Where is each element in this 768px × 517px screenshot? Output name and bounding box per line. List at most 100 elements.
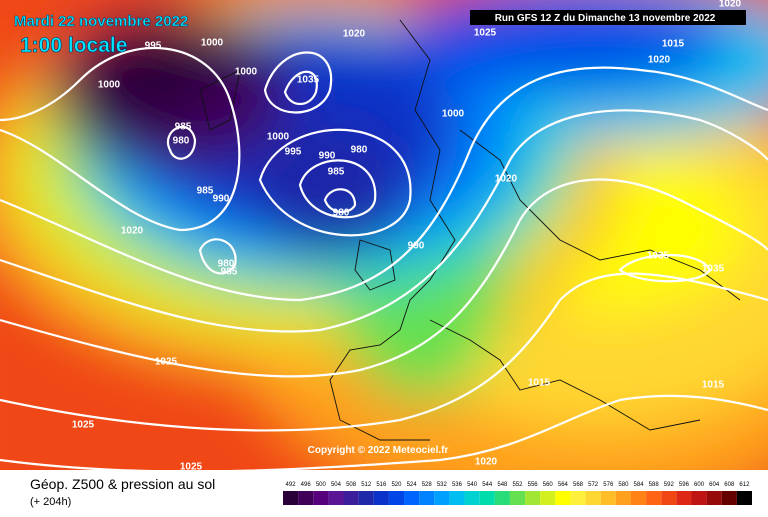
isobar-label: 1020 bbox=[648, 55, 671, 66]
footer-title: Géop. Z500 & pression au sol bbox=[30, 476, 215, 492]
legend-label: 500 bbox=[316, 482, 327, 488]
legend-swatch bbox=[343, 491, 359, 505]
local-time: 1:00 locale bbox=[20, 34, 127, 57]
legend-label: 544 bbox=[482, 482, 493, 488]
legend-swatch bbox=[509, 491, 526, 505]
copyright: Copyright © 2022 Meteociel.fr bbox=[308, 445, 449, 456]
legend-swatch bbox=[661, 491, 677, 505]
isobar-label: 1025 bbox=[474, 28, 497, 39]
coastlines bbox=[199, 19, 741, 441]
legend-label: 600 bbox=[694, 482, 705, 488]
legend-label: 584 bbox=[634, 482, 645, 488]
legend-label: 504 bbox=[331, 482, 342, 488]
isobar-label: 980 bbox=[351, 145, 368, 156]
isobar-label: 1000 bbox=[98, 80, 121, 91]
legend-swatch bbox=[358, 491, 374, 505]
isobar-label: 1000 bbox=[235, 67, 258, 78]
run-box bbox=[470, 10, 746, 25]
isobar-label: 1020 bbox=[343, 29, 366, 40]
legend-swatch bbox=[449, 491, 465, 505]
run-info: Run GFS 12 Z du Dimanche 13 novembre 202… bbox=[495, 13, 716, 24]
legend-label: 508 bbox=[346, 482, 357, 488]
legend-label: 580 bbox=[618, 482, 629, 488]
isobar-label: 1035 bbox=[647, 251, 670, 262]
isobar-label: 1020 bbox=[475, 457, 498, 468]
legend-label: 560 bbox=[543, 482, 554, 488]
legend-label: 512 bbox=[361, 482, 372, 488]
legend-swatch bbox=[646, 491, 662, 505]
isobar-label: 1000 bbox=[201, 38, 224, 49]
legend-label: 556 bbox=[528, 482, 539, 488]
legend-swatch bbox=[706, 491, 722, 505]
isobar-label: 985 bbox=[197, 186, 214, 197]
legend-swatch bbox=[298, 491, 314, 505]
isobar-label: 980 bbox=[173, 136, 190, 147]
legend-label: 568 bbox=[573, 482, 584, 488]
isobar-label: 980 bbox=[218, 259, 235, 270]
legend-label: 552 bbox=[512, 482, 523, 488]
isobar-label: 1000 bbox=[442, 109, 465, 120]
legend-label: 548 bbox=[497, 482, 508, 488]
legend-swatch bbox=[630, 491, 647, 505]
isobar-label: 985 bbox=[221, 267, 238, 278]
isobar-label: 1025 bbox=[180, 462, 203, 473]
legend-label: 528 bbox=[422, 482, 433, 488]
legend-label: 608 bbox=[724, 482, 735, 488]
isobar-label: 1015 bbox=[702, 380, 725, 391]
legend-label: 520 bbox=[391, 482, 402, 488]
legend-swatch bbox=[570, 491, 586, 505]
legend-swatch bbox=[555, 491, 571, 505]
legend-swatch bbox=[373, 491, 389, 505]
legend-label: 536 bbox=[452, 482, 463, 488]
legend-swatch bbox=[540, 491, 556, 505]
valid-date: Mardi 22 novembre 2022 bbox=[14, 13, 188, 30]
legend-label: 612 bbox=[739, 482, 750, 488]
legend-swatch bbox=[434, 491, 450, 505]
legend-label: 564 bbox=[558, 482, 569, 488]
legend-swatch bbox=[419, 491, 435, 505]
legend-swatch bbox=[479, 491, 495, 505]
isobar-label: 980 bbox=[333, 208, 350, 219]
legend-swatch bbox=[464, 491, 480, 505]
legend-swatch bbox=[404, 491, 420, 505]
legend-swatch bbox=[494, 491, 510, 505]
legend-label: 496 bbox=[301, 482, 312, 488]
legend-label: 540 bbox=[467, 482, 478, 488]
isobar-label: 1020 bbox=[719, 0, 742, 10]
legend-swatch bbox=[615, 491, 631, 505]
legend-swatch bbox=[525, 491, 541, 505]
isobar-label: 1020 bbox=[121, 226, 144, 237]
legend-swatch bbox=[721, 491, 737, 505]
legend-swatch bbox=[585, 491, 601, 505]
isobar-label: 990 bbox=[213, 194, 230, 205]
legend-swatch bbox=[388, 491, 405, 505]
legend-label: 596 bbox=[679, 482, 690, 488]
legend-label: 492 bbox=[286, 482, 297, 488]
legend-swatch bbox=[676, 491, 692, 505]
isobar-label: 1025 bbox=[72, 420, 95, 431]
legend-swatch bbox=[328, 491, 344, 505]
isobars bbox=[0, 47, 768, 473]
isobar-label: 995 bbox=[145, 41, 162, 52]
isobar-label: 990 bbox=[319, 151, 336, 162]
legend-swatch bbox=[283, 491, 299, 505]
legend-label: 592 bbox=[664, 482, 675, 488]
legend-label: 532 bbox=[437, 482, 448, 488]
isobar-label: 1020 bbox=[495, 174, 518, 185]
legend-label: 572 bbox=[588, 482, 599, 488]
isobar-label: 1025 bbox=[155, 357, 178, 368]
isobar-label: 985 bbox=[328, 167, 345, 178]
isobar-label: 1035 bbox=[297, 75, 320, 86]
isobar-label: 990 bbox=[408, 241, 425, 252]
isobar-label: 1035 bbox=[702, 264, 725, 275]
legend-label: 524 bbox=[407, 482, 418, 488]
isobar-label: 985 bbox=[175, 122, 192, 133]
legend-label: 576 bbox=[603, 482, 614, 488]
isobar-label: 1015 bbox=[528, 378, 551, 389]
legend-label: 588 bbox=[649, 482, 660, 488]
legend-swatch bbox=[313, 491, 329, 505]
legend-label: 604 bbox=[709, 482, 720, 488]
legend-label: 516 bbox=[376, 482, 387, 488]
